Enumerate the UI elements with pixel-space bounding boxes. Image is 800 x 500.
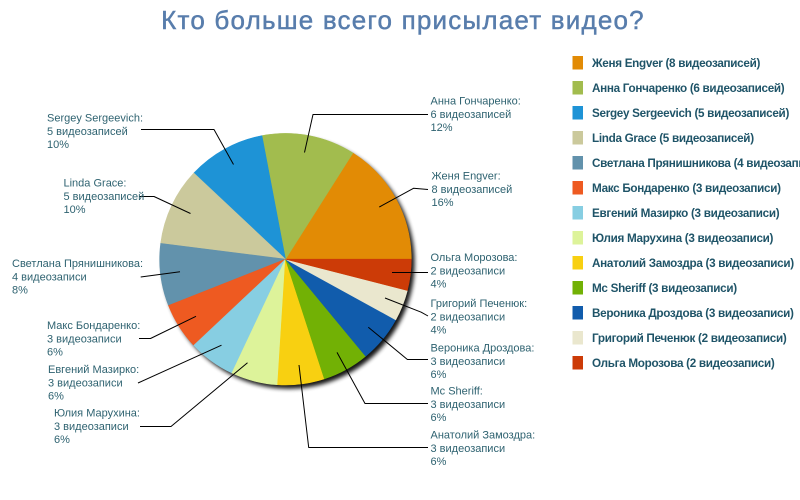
svg-text:Ольга Морозова:: Ольга Морозова: bbox=[431, 252, 518, 264]
svg-text:Григорий Печенюк:: Григорий Печенюк: bbox=[431, 298, 528, 310]
svg-text:3 видеозаписи: 3 видеозаписи bbox=[48, 377, 123, 389]
svg-text:Sergey Sergeevich (5 видеозапи: Sergey Sergeevich (5 видеозаписей) bbox=[592, 107, 789, 120]
svg-text:Григорий Печенюк (2 видеозапис: Григорий Печенюк (2 видеозаписи) bbox=[592, 332, 787, 345]
svg-text:3 видеозаписи: 3 видеозаписи bbox=[431, 356, 506, 368]
svg-text:6%: 6% bbox=[48, 391, 64, 403]
svg-text:5 видеозаписей: 5 видеозаписей bbox=[64, 191, 145, 203]
svg-text:3 видеозаписи: 3 видеозаписи bbox=[431, 399, 506, 411]
svg-text:Анатолий Замоздра:: Анатолий Замоздра: bbox=[431, 429, 536, 441]
svg-text:6%: 6% bbox=[431, 456, 447, 468]
svg-text:6%: 6% bbox=[431, 412, 447, 424]
svg-text:Sergey Sergeevich:: Sergey Sergeevich: bbox=[47, 112, 143, 124]
svg-text:3 видеозаписи: 3 видеозаписи bbox=[431, 443, 506, 455]
svg-text:Евгений Мазирко (3 видеозаписи: Евгений Мазирко (3 видеозаписи) bbox=[592, 207, 780, 220]
svg-text:8 видеозаписей: 8 видеозаписей bbox=[432, 184, 513, 196]
svg-text:6%: 6% bbox=[431, 369, 447, 381]
svg-text:Женя Engver:: Женя Engver: bbox=[432, 170, 501, 182]
svg-text:4%: 4% bbox=[431, 279, 447, 291]
svg-text:3 видеозаписи: 3 видеозаписи bbox=[54, 421, 129, 433]
svg-text:Вероника Дроздова (3 видеозапи: Вероника Дроздова (3 видеозаписи) bbox=[592, 307, 794, 320]
svg-text:Mc Sheriff:: Mc Sheriff: bbox=[431, 385, 483, 397]
svg-text:4%: 4% bbox=[431, 325, 447, 337]
svg-text:Linda Grace (5 видеозаписей): Linda Grace (5 видеозаписей) bbox=[592, 132, 754, 145]
svg-text:5 видеозаписей: 5 видеозаписей bbox=[47, 126, 128, 138]
svg-text:Макс Бондаренко (3 видеозаписи: Макс Бондаренко (3 видеозаписи) bbox=[592, 182, 781, 195]
svg-text:10%: 10% bbox=[64, 204, 86, 216]
svg-text:8%: 8% bbox=[12, 285, 28, 297]
svg-text:Вероника Дроздова:: Вероника Дроздова: bbox=[431, 342, 535, 354]
svg-text:10%: 10% bbox=[47, 139, 69, 151]
svg-text:6%: 6% bbox=[54, 434, 70, 446]
svg-text:Юлия Марухина (3 видеозаписи): Юлия Марухина (3 видеозаписи) bbox=[592, 232, 774, 245]
svg-text:12%: 12% bbox=[431, 122, 453, 134]
svg-text:Ольга Морозова (2 видеозаписи): Ольга Морозова (2 видеозаписи) bbox=[592, 357, 775, 370]
svg-text:2 видеозаписи: 2 видеозаписи bbox=[431, 311, 506, 323]
svg-text:Светлана Прянишникова:: Светлана Прянишникова: bbox=[12, 258, 143, 270]
svg-text:Анна Гончаренко:: Анна Гончаренко: bbox=[431, 95, 521, 107]
svg-text:Mc Sheriff (3 видеозаписи): Mc Sheriff (3 видеозаписи) bbox=[592, 282, 737, 295]
svg-text:Евгений Мазирко:: Евгений Мазирко: bbox=[48, 364, 139, 376]
svg-text:Макс Бондаренко:: Макс Бондаренко: bbox=[47, 320, 140, 332]
svg-text:Анна Гончаренко (6 видеозаписе: Анна Гончаренко (6 видеозаписей) bbox=[592, 82, 785, 95]
svg-text:Женя Engver (8 видеозаписей): Женя Engver (8 видеозаписей) bbox=[591, 57, 760, 70]
svg-text:16%: 16% bbox=[432, 197, 454, 209]
svg-text:6 видеозаписей: 6 видеозаписей bbox=[431, 109, 512, 121]
svg-text:2 видеозаписи: 2 видеозаписи bbox=[431, 265, 506, 277]
svg-text:Linda Grace:: Linda Grace: bbox=[64, 177, 127, 189]
svg-text:3 видеозаписи: 3 видеозаписи bbox=[47, 333, 122, 345]
svg-text:6%: 6% bbox=[47, 347, 63, 359]
svg-text:4 видеозаписи: 4 видеозаписи bbox=[12, 271, 87, 283]
svg-text:Анатолий Замоздра (3 видеозапи: Анатолий Замоздра (3 видеозаписи) bbox=[592, 257, 794, 270]
svg-text:Юлия Марухина:: Юлия Марухина: bbox=[54, 407, 140, 419]
svg-text:Светлана Прянишникова (4 видео: Светлана Прянишникова (4 видеозаписи) bbox=[592, 157, 800, 170]
svg-text:Кто больше всего присылает вид: Кто больше всего присылает видео? bbox=[161, 5, 645, 35]
